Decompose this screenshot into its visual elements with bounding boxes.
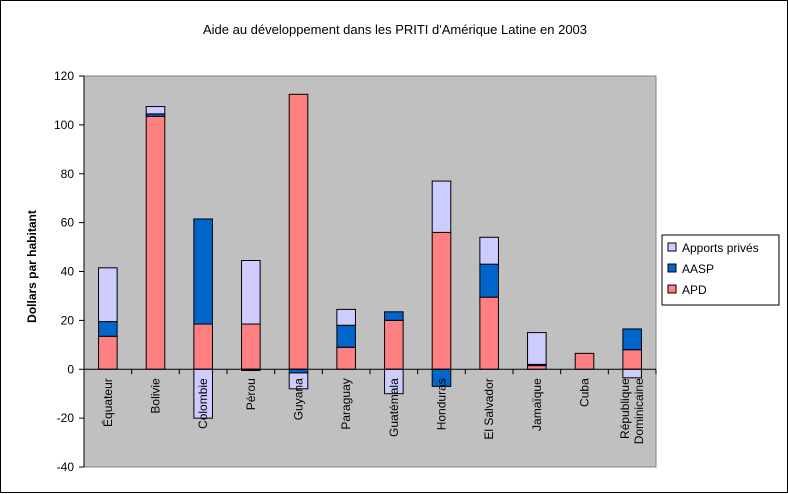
x-tick-label: Colombie (196, 378, 210, 429)
x-tick-label: Jamaïque (530, 378, 544, 431)
x-tick-label-line: Bolivie (149, 378, 163, 414)
x-labels: Équateur Bolivie Colombie Pérou Guyana Paragu… (100, 378, 646, 444)
bar-aasp (98, 321, 118, 337)
legend-label-aasp: AASP (682, 262, 714, 276)
y-axis-title: Dollars par habitant (25, 210, 39, 323)
y-tick-label: 120 (54, 69, 74, 83)
bar-apd (384, 319, 404, 370)
legend-swatch-aasp (667, 263, 677, 273)
bar-apports-priv-s (145, 106, 166, 115)
x-tick-label: Guyana (292, 378, 306, 420)
legend-swatch-apports-priv-s (667, 242, 677, 252)
y-tick-label: 20 (61, 313, 75, 327)
y-tick-label: 0 (67, 362, 74, 376)
y-tick-label: -40 (57, 460, 75, 474)
y-tick-label: 40 (61, 265, 75, 279)
x-tick-label: Équateur (100, 378, 115, 427)
x-tick-label-line: Guatémala (387, 378, 401, 437)
x-tick-label-line: Honduras (435, 378, 449, 430)
legend-swatch-apd (667, 284, 677, 294)
x-tick-label-line: Jamaïque (530, 378, 544, 431)
y-tick-label: 100 (54, 118, 74, 132)
chart-title: Aide au développement dans les PRITI d'A… (203, 22, 587, 37)
x-tick-label: Honduras (435, 378, 449, 430)
bar-apd (622, 349, 642, 370)
legend: Apports privés AASP APD (661, 234, 780, 306)
bar-apd (288, 93, 309, 370)
x-tick-label-line: El Salvador (482, 378, 496, 439)
bar-aasp (622, 328, 642, 351)
bar-apd (98, 335, 118, 370)
bar-aasp (288, 368, 309, 374)
y-tick-label: -20 (57, 411, 75, 425)
x-tick-label-line: Dominicaine (632, 378, 646, 444)
bar-aasp (384, 311, 404, 321)
x-axis (83, 368, 657, 375)
x-tick-label: Bolivie (149, 378, 163, 414)
bar-apd (241, 323, 261, 370)
bar-apports-priv-s (431, 180, 452, 233)
bar-apd (431, 231, 452, 370)
bars (98, 93, 642, 419)
bar-aasp (336, 324, 356, 348)
y-tick-label: 60 (61, 216, 75, 230)
bar-apd (527, 365, 547, 370)
plot-area (83, 75, 657, 468)
bar-apd (574, 352, 595, 370)
bar-apd (336, 346, 356, 370)
x-tick-label-line: Pérou (244, 378, 258, 410)
bar-apd (193, 323, 213, 370)
bar-apports-priv-s (479, 236, 499, 265)
bar-aasp (479, 263, 499, 298)
x-tick-label: Pérou (244, 378, 258, 410)
x-tick-label: Cuba (578, 378, 592, 407)
legend-label-apports-priv-s: Apports privés (682, 241, 759, 255)
x-tick-label: Paraguay (339, 378, 353, 429)
x-tick-label-line: Colombie (196, 378, 210, 429)
legend-label-apd: APD (682, 283, 707, 297)
x-tick-label-line: Équateur (100, 378, 115, 427)
bar-apports-priv-s (288, 372, 309, 390)
bar-apports-priv-s (336, 308, 356, 326)
bar-apd (479, 296, 499, 370)
bar-apd (145, 115, 166, 370)
y-tick-label: 80 (61, 167, 75, 181)
x-tick-label-line: Guyana (292, 378, 306, 420)
x-tick-label-line: Paraguay (339, 378, 353, 429)
bar-apports-priv-s (98, 267, 118, 323)
x-tick-label-line: Cuba (578, 378, 592, 407)
x-tick-label-line: République (618, 378, 632, 439)
legend-box (661, 234, 780, 306)
x-tick-label: Guatémala (387, 378, 401, 437)
bar-apports-priv-s (622, 368, 642, 379)
x-tick-label: RépubliqueDominicaine (618, 378, 646, 444)
bar-apports-priv-s (241, 260, 261, 325)
bar-aasp (193, 218, 213, 325)
bar-apports-priv-s (527, 332, 547, 365)
y-axis: -40 -20 0 20 40 60 80 100 120 (54, 69, 85, 474)
x-tick-label: El Salvador (482, 378, 496, 439)
